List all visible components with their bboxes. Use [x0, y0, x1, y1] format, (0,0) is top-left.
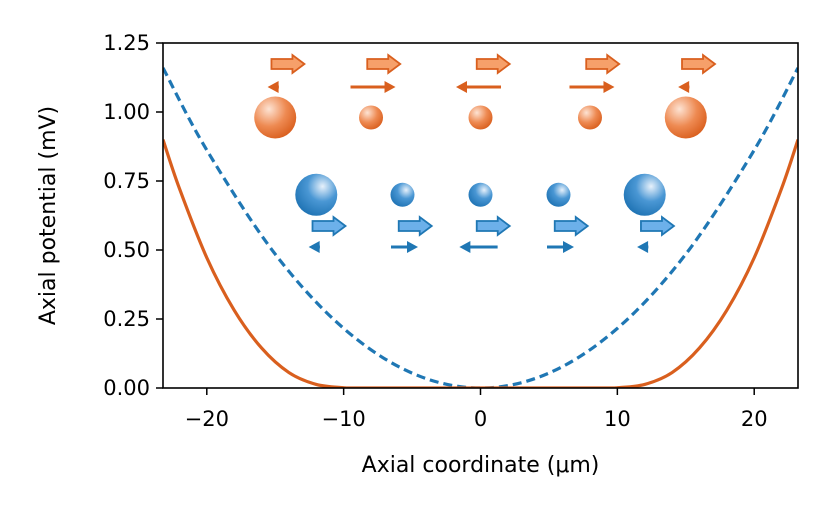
blue-force-arrow — [475, 215, 512, 237]
blue-force-arrow — [640, 215, 676, 237]
blue-ion — [390, 182, 415, 207]
orange-ion — [254, 96, 297, 139]
orange-ion — [359, 105, 384, 130]
orange-velocity-arrow — [456, 81, 501, 93]
orange-velocity-arrow — [350, 81, 396, 93]
blue-ion — [623, 173, 666, 216]
blue-ion — [295, 173, 338, 216]
x-axis-ticks: −20 −10 0 10 20 — [185, 388, 768, 431]
solid-potential-line — [163, 139, 798, 388]
blue-velocity-arrow — [459, 241, 498, 253]
plot-frame — [162, 42, 799, 389]
y-tick-label: 1.00 — [103, 100, 150, 124]
orange-force-arrow — [366, 53, 402, 75]
orange-velocity-arrow — [678, 81, 690, 93]
y-tick-label: 0.25 — [103, 307, 150, 331]
orange-velocity-arrow — [569, 81, 615, 93]
y-tick-label: 0.50 — [103, 238, 150, 262]
ion-markers — [254, 53, 717, 253]
orange-velocity-arrow — [267, 81, 279, 93]
blue-ion — [468, 182, 493, 207]
y-axis-label: Axial potential (mV) — [36, 106, 61, 325]
y-tick-label: 1.25 — [103, 31, 150, 55]
x-tick-label: −20 — [185, 407, 229, 431]
y-tick-label: 0.00 — [103, 376, 150, 400]
orange-force-arrow — [270, 53, 306, 75]
x-axis-label: Axial coordinate (μm) — [362, 453, 600, 478]
orange-force-arrow — [475, 53, 512, 75]
y-tick-label: 0.75 — [103, 169, 150, 193]
x-tick-label: −10 — [321, 407, 365, 431]
blue-force-arrow — [553, 215, 590, 237]
orange-ion — [577, 105, 602, 130]
blue-velocity-arrow — [308, 241, 320, 253]
orange-ion — [664, 96, 707, 139]
blue-velocity-arrow — [390, 241, 418, 253]
blue-ion — [546, 182, 571, 207]
y-axis-ticks: 0.00 0.25 0.50 0.75 1.00 1.25 — [103, 31, 163, 400]
orange-force-arrow — [681, 53, 717, 75]
x-tick-label: 0 — [474, 407, 487, 431]
orange-force-arrow — [585, 53, 621, 75]
orange-ion — [468, 105, 493, 130]
curves — [163, 67, 798, 388]
blue-force-arrow — [311, 215, 348, 237]
blue-velocity-arrow — [637, 241, 649, 253]
x-tick-label: 10 — [604, 407, 631, 431]
blue-force-arrow — [397, 215, 434, 237]
dashed-potential-line — [163, 67, 798, 388]
x-tick-label: 20 — [741, 407, 768, 431]
blue-velocity-arrow — [547, 241, 575, 253]
